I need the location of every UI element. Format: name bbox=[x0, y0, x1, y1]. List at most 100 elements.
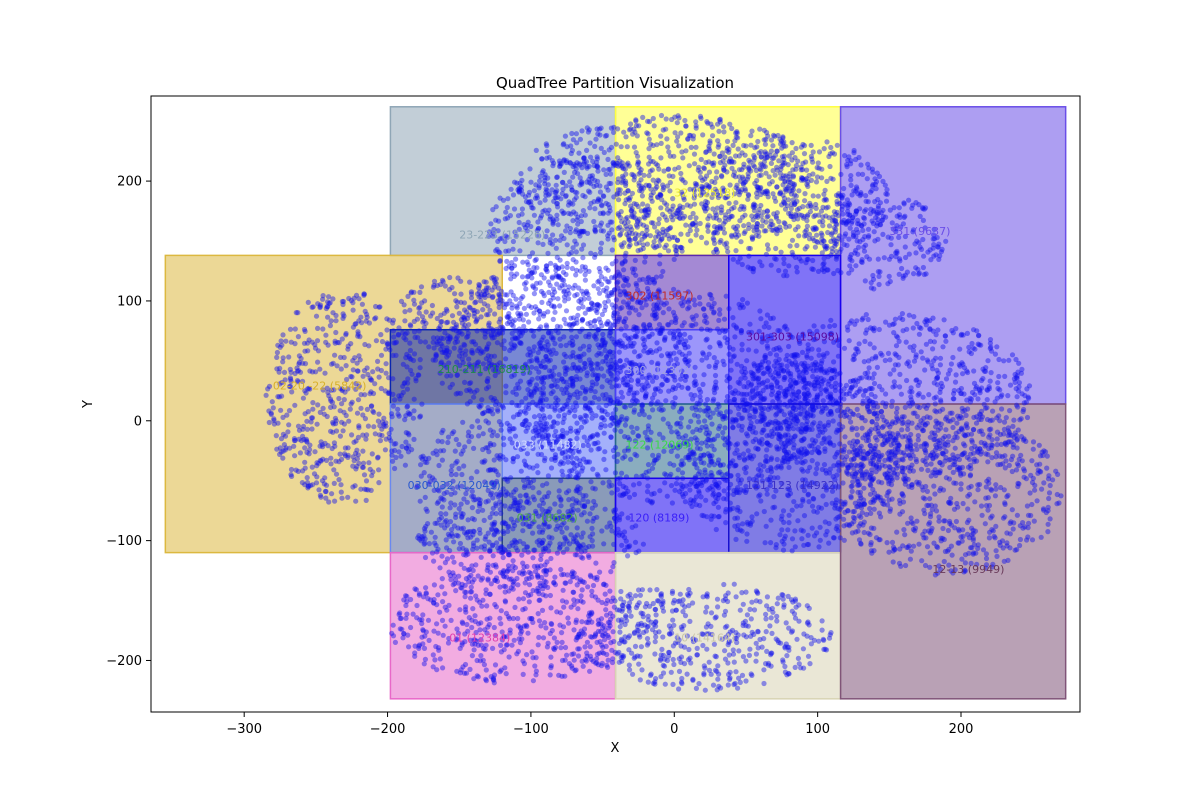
data-point bbox=[274, 349, 280, 356]
data-point bbox=[732, 138, 738, 144]
data-point bbox=[646, 209, 652, 215]
data-point bbox=[709, 178, 715, 185]
data-point bbox=[469, 347, 475, 354]
data-point bbox=[300, 360, 306, 366]
data-point bbox=[599, 281, 605, 287]
data-point bbox=[750, 162, 757, 168]
data-point bbox=[491, 226, 497, 233]
data-point bbox=[633, 325, 639, 331]
data-point bbox=[328, 387, 335, 393]
data-point bbox=[338, 354, 344, 360]
data-point bbox=[572, 282, 578, 288]
data-point bbox=[562, 449, 569, 455]
data-point bbox=[493, 398, 499, 405]
data-point bbox=[526, 512, 532, 519]
data-point bbox=[523, 286, 529, 292]
data-point bbox=[563, 158, 570, 164]
data-point bbox=[602, 307, 608, 313]
data-point bbox=[485, 329, 491, 335]
data-point bbox=[721, 316, 728, 322]
data-point bbox=[653, 274, 660, 280]
data-point bbox=[511, 426, 517, 432]
data-point bbox=[292, 437, 298, 443]
data-point bbox=[644, 241, 651, 247]
data-point bbox=[417, 413, 424, 419]
data-point bbox=[307, 482, 314, 489]
data-point bbox=[567, 468, 573, 474]
data-point bbox=[840, 192, 846, 198]
data-point bbox=[426, 344, 432, 350]
data-point bbox=[638, 247, 644, 253]
data-point bbox=[848, 182, 854, 188]
data-point bbox=[512, 317, 518, 323]
data-point bbox=[473, 319, 479, 325]
data-point bbox=[714, 205, 721, 211]
data-point bbox=[560, 460, 566, 466]
data-point bbox=[436, 462, 442, 469]
data-point bbox=[673, 210, 679, 216]
data-point bbox=[667, 225, 673, 231]
data-point bbox=[408, 367, 414, 373]
data-point bbox=[557, 285, 563, 291]
data-point bbox=[497, 324, 503, 330]
data-point bbox=[788, 213, 794, 219]
partition-region-11 bbox=[501, 477, 617, 554]
data-point bbox=[312, 342, 318, 348]
data-point bbox=[491, 482, 497, 488]
data-point bbox=[620, 175, 626, 181]
data-point bbox=[560, 406, 566, 412]
data-point bbox=[305, 299, 311, 305]
data-point bbox=[304, 426, 310, 432]
data-point bbox=[700, 381, 706, 387]
data-point bbox=[552, 455, 558, 461]
data-point bbox=[501, 442, 507, 448]
data-point bbox=[566, 251, 572, 257]
data-point bbox=[673, 356, 679, 362]
data-point bbox=[589, 175, 595, 182]
data-point bbox=[332, 498, 338, 504]
data-point bbox=[633, 123, 640, 129]
data-point bbox=[586, 295, 592, 301]
data-point bbox=[715, 504, 722, 510]
data-point bbox=[519, 177, 525, 183]
data-point bbox=[346, 418, 352, 424]
data-point bbox=[626, 310, 632, 316]
data-point bbox=[553, 515, 559, 521]
data-point bbox=[536, 513, 542, 519]
data-point bbox=[542, 455, 548, 461]
data-point bbox=[524, 544, 531, 550]
data-point bbox=[403, 355, 409, 361]
data-point bbox=[390, 320, 396, 326]
data-point bbox=[754, 221, 761, 227]
data-point bbox=[386, 344, 392, 350]
data-point bbox=[563, 183, 569, 189]
data-point bbox=[485, 498, 491, 504]
data-point bbox=[645, 462, 652, 468]
data-point bbox=[448, 500, 454, 506]
data-point bbox=[650, 407, 656, 413]
data-point bbox=[526, 319, 532, 325]
data-point bbox=[758, 154, 765, 160]
points-layer bbox=[263, 112, 1064, 693]
data-point bbox=[663, 126, 669, 132]
data-point bbox=[636, 180, 642, 186]
data-point bbox=[817, 537, 823, 543]
data-point bbox=[360, 460, 367, 466]
data-point bbox=[310, 304, 316, 310]
data-point bbox=[545, 438, 551, 444]
data-point bbox=[693, 313, 699, 319]
partition-region-7 bbox=[614, 328, 730, 405]
data-point bbox=[854, 238, 860, 244]
data-point bbox=[721, 124, 727, 130]
data-point bbox=[317, 366, 323, 372]
data-point bbox=[500, 325, 506, 331]
data-point bbox=[347, 406, 353, 412]
data-point bbox=[650, 190, 656, 196]
data-point bbox=[647, 233, 654, 239]
data-point bbox=[490, 294, 496, 300]
data-point bbox=[524, 259, 530, 265]
data-point bbox=[611, 234, 617, 240]
data-point bbox=[644, 227, 650, 233]
data-point bbox=[639, 473, 645, 479]
data-point bbox=[533, 433, 540, 439]
